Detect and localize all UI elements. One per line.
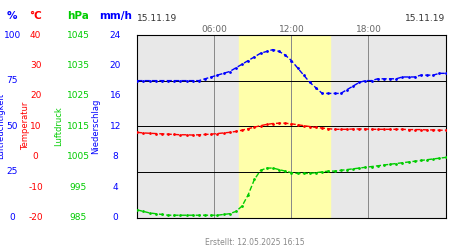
Text: 40: 40 (30, 30, 41, 40)
Text: 16: 16 (109, 91, 121, 100)
Text: 50: 50 (7, 122, 18, 131)
Text: 0: 0 (112, 213, 118, 222)
Text: 8: 8 (112, 152, 118, 161)
Text: 1035: 1035 (67, 61, 90, 70)
Text: Luftfeuchtigkeit: Luftfeuchtigkeit (0, 93, 5, 159)
Text: -10: -10 (28, 182, 43, 192)
Text: 75: 75 (7, 76, 18, 85)
Text: -20: -20 (28, 213, 43, 222)
Text: 15.11.19: 15.11.19 (405, 14, 446, 23)
Text: 995: 995 (70, 182, 87, 192)
Text: 1045: 1045 (67, 30, 90, 40)
Text: Niederschlag: Niederschlag (92, 98, 100, 154)
Text: 1005: 1005 (67, 152, 90, 161)
Text: 20: 20 (30, 91, 41, 100)
Text: Erstellt: 12.05.2025 16:15: Erstellt: 12.05.2025 16:15 (205, 238, 304, 246)
Text: 1025: 1025 (67, 91, 90, 100)
Text: Temperatur: Temperatur (21, 102, 30, 150)
Text: 24: 24 (110, 30, 121, 40)
Text: 15.11.19: 15.11.19 (137, 14, 177, 23)
Bar (239, 35, 330, 218)
Text: 0: 0 (9, 213, 15, 222)
Text: 12: 12 (110, 122, 121, 131)
Text: 4: 4 (112, 182, 118, 192)
Text: 10: 10 (30, 122, 41, 131)
Text: 0: 0 (33, 152, 39, 161)
Text: Luftdruck: Luftdruck (54, 106, 63, 146)
Text: hPa: hPa (68, 11, 89, 21)
Text: %: % (7, 11, 18, 21)
Text: 30: 30 (30, 61, 41, 70)
Text: 1015: 1015 (67, 122, 90, 131)
Text: 985: 985 (70, 213, 87, 222)
Text: 100: 100 (4, 30, 21, 40)
Text: °C: °C (29, 11, 42, 21)
Text: 25: 25 (7, 168, 18, 176)
Text: 20: 20 (110, 61, 121, 70)
Text: mm/h: mm/h (99, 11, 132, 21)
